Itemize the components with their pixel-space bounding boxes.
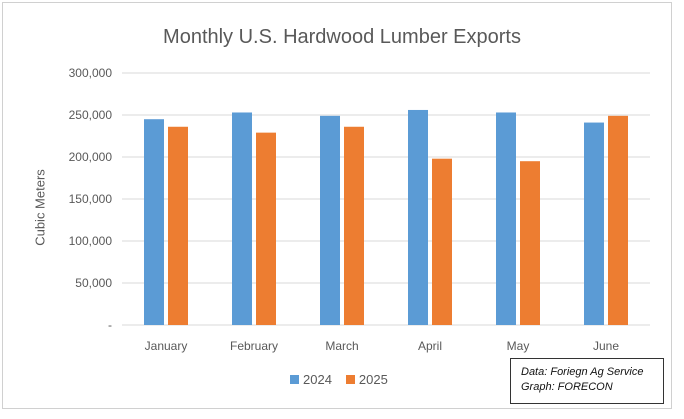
bar-2024-june [584,122,604,325]
legend-swatch [345,375,355,384]
x-tick-label: June [593,339,619,353]
x-tick-label: January [145,339,188,353]
bar-2024-march [320,115,340,325]
legend-label: 2024 [303,372,332,387]
bar-2025-april [432,158,452,325]
legend-item: 2025 [345,372,388,387]
legend-item: 2024 [290,372,332,387]
source-data: Data: Foriegn Ag Service [521,366,644,378]
y-tick-label: 200,000 [69,150,113,164]
bar-2024-april [408,109,428,326]
x-tick-label: February [230,339,278,353]
bar-2024-january [144,119,164,325]
y-tick-label: 50,000 [75,276,112,290]
y-tick-label: 250,000 [69,108,113,122]
bar-2025-march [344,126,364,325]
legend-swatch [290,375,299,384]
source-note: Data: Foriegn Ag Service Graph: FORECON [510,358,664,404]
y-tick-label: 150,000 [69,192,113,206]
x-tick-label: May [507,339,530,353]
bar-2025-june [608,115,628,325]
legend: 2024 2025 [290,372,388,387]
y-tick-label: - [108,318,112,332]
bar-2024-may [496,112,516,325]
chart-title: Monthly U.S. Hardwood Lumber Exports [163,26,521,48]
y-tick-label: 300,000 [69,66,113,80]
bar-2025-january [168,126,188,325]
source-graph: Graph: FORECON [521,381,613,393]
chart-frame [2,2,672,409]
bar-2025-may [520,161,540,325]
x-tick-label: April [418,339,442,353]
bar-2024-february [232,112,252,325]
y-tick-label: 100,000 [69,234,113,248]
x-tick-label: March [325,339,358,353]
legend-label: 2025 [358,372,388,387]
bar-2025-february [256,132,276,325]
